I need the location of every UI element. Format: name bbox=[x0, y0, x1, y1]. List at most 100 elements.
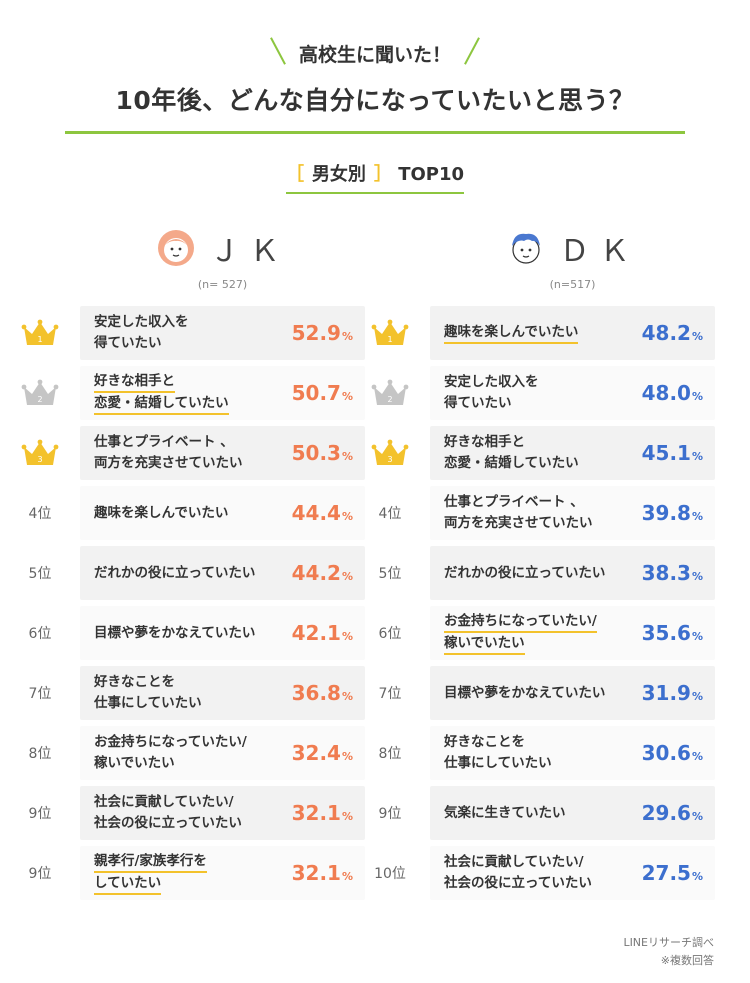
percentage-unit: % bbox=[341, 449, 353, 463]
percentage-unit: % bbox=[341, 629, 353, 643]
answer-text: 親孝行/家族孝行を していたい bbox=[94, 846, 284, 900]
answer-text: 目標や夢をかなえていたい bbox=[444, 666, 634, 720]
dk-sample-size: (n=517) bbox=[549, 278, 596, 291]
rank-label: 10位 bbox=[374, 866, 406, 882]
section-label: 男女別 bbox=[311, 164, 366, 185]
percentage-number: 32.4 bbox=[291, 741, 341, 765]
answer-line: 気楽に生きていたい bbox=[444, 804, 566, 821]
jk-sample-size: (n= 527) bbox=[197, 278, 248, 291]
source-text: LINEリサーチ調べ bbox=[623, 936, 714, 949]
jk-ranking-list: 1 安定した収入を 得ていたい 52.9% 2 好きな相手と 恋愛・結婚していたい 50.7%… bbox=[21, 306, 365, 906]
rank-label: 4位 bbox=[28, 506, 52, 522]
ranking-row: 6位 目標や夢をかなえていたい 42.1% bbox=[29, 606, 365, 660]
percentage-number: 36.8 bbox=[291, 681, 341, 705]
percentage-number: 32.1 bbox=[291, 801, 341, 825]
ranking-row: 5位 だれかの役に立っていたい 38.3% bbox=[379, 546, 715, 600]
percentage-number: 39.8 bbox=[641, 501, 691, 525]
percentage-unit: % bbox=[341, 749, 353, 763]
jk-label: ＪＫ bbox=[209, 234, 290, 269]
percentage-unit: % bbox=[341, 389, 353, 403]
answer-line: だれかの役に立っていたい bbox=[94, 564, 256, 581]
answer-line: お金持ちになっていたい/ bbox=[444, 611, 597, 633]
answer-text: だれかの役に立っていたい bbox=[444, 546, 634, 600]
crown-icon: 2 bbox=[21, 379, 59, 405]
rank-label: 1 bbox=[360, 306, 420, 360]
section-top: TOP10 bbox=[398, 164, 465, 185]
rank-label: 4位 bbox=[378, 506, 402, 522]
footer: LINEリサーチ調べ ※複数回答 bbox=[623, 934, 714, 970]
answer-text: だれかの役に立っていたい bbox=[94, 546, 284, 600]
percentage-value: 35.6% bbox=[642, 606, 703, 660]
rank-label: 8位 bbox=[378, 746, 402, 762]
ranking-row: 7位 目標や夢をかなえていたい 31.9% bbox=[379, 666, 715, 720]
answer-text: 仕事とプライベート 、両方を充実させていたい bbox=[94, 426, 284, 480]
answer-text: 好きなことを 仕事にしていたい bbox=[94, 666, 284, 720]
rank-label: 3 bbox=[360, 426, 420, 480]
answer-line: 趣味を楽しんでいたい bbox=[94, 504, 229, 521]
percentage-number: 44.4 bbox=[291, 501, 341, 525]
answer-text: お金持ちになっていたい/稼いでいたい bbox=[94, 726, 284, 780]
answer-line: お金持ちになっていたい/ bbox=[94, 734, 247, 750]
answer-line: していたい bbox=[94, 873, 162, 895]
ranking-row: 2 安定した収入を 得ていたい 48.0% bbox=[371, 366, 715, 420]
answer-text: 好きなことを 仕事にしていたい bbox=[444, 726, 634, 780]
answer-line: 社会の役に立っていたい bbox=[444, 875, 592, 891]
percentage-value: 29.6% bbox=[642, 786, 703, 840]
percentage-number: 29.6 bbox=[641, 801, 691, 825]
percentage-value: 45.1% bbox=[642, 426, 703, 480]
percentage-value: 36.8% bbox=[292, 666, 353, 720]
percentage-unit: % bbox=[341, 689, 353, 703]
answer-line: 社会に貢献していたい/ bbox=[444, 854, 584, 870]
percentage-number: 44.2 bbox=[291, 561, 341, 585]
rank-label: 7位 bbox=[378, 686, 402, 702]
rank-label: 3 bbox=[10, 426, 70, 480]
percentage-unit: % bbox=[691, 689, 703, 703]
rank-label: 7位 bbox=[28, 686, 52, 702]
ranking-row: 9位 気楽に生きていたい 29.6% bbox=[379, 786, 715, 840]
ranking-row: 4位 趣味を楽しんでいたい 44.4% bbox=[29, 486, 365, 540]
answer-line: 目標や夢をかなえていたい bbox=[94, 624, 256, 641]
heading-subtitle: 高校生に聞いた！ bbox=[298, 44, 451, 66]
ranking-row: 2 好きな相手と 恋愛・結婚していたい 50.7% bbox=[21, 366, 365, 420]
percentage-value: 50.7% bbox=[292, 366, 353, 420]
bracket-close: ］ bbox=[373, 164, 392, 185]
percentage-value: 44.4% bbox=[292, 486, 353, 540]
percentage-unit: % bbox=[691, 629, 703, 643]
percentage-value: 32.1% bbox=[292, 846, 353, 900]
dk-header: ＤＫ bbox=[430, 224, 715, 272]
title-rule bbox=[65, 131, 685, 134]
crown-rank-label: 1 bbox=[387, 335, 392, 344]
percentage-number: 35.6 bbox=[641, 621, 691, 645]
section-title: ［ 男女別 ］ TOP10 bbox=[0, 160, 750, 194]
percentage-number: 31.9 bbox=[641, 681, 691, 705]
answer-line: 好きな相手と bbox=[94, 371, 175, 393]
answer-line: 得ていたい bbox=[444, 395, 512, 411]
dk-ranking-list: 1 趣味を楽しんでいたい 48.2% 2 安定した収入を 得ていたい 48.0% 3 好きな相手… bbox=[371, 306, 715, 906]
crown-icon: 3 bbox=[371, 439, 409, 465]
rank-label: 8位 bbox=[28, 746, 52, 762]
percentage-unit: % bbox=[341, 329, 353, 343]
percentage-value: 38.3% bbox=[642, 546, 703, 600]
ranking-row: 5位 だれかの役に立っていたい 44.2% bbox=[29, 546, 365, 600]
crown-icon: 1 bbox=[371, 319, 409, 345]
answer-line: 仕事にしていたい bbox=[94, 695, 202, 711]
ranking-row: 8位 好きなことを 仕事にしていたい 30.6% bbox=[379, 726, 715, 780]
answer-line: 得ていたい bbox=[94, 335, 162, 351]
crown-icon: 1 bbox=[21, 319, 59, 345]
girl-avatar-icon bbox=[157, 230, 194, 266]
crown-rank-label: 1 bbox=[37, 335, 42, 344]
percentage-value: 42.1% bbox=[292, 606, 353, 660]
crown-rank-label: 3 bbox=[37, 455, 42, 464]
percentage-value: 52.9% bbox=[292, 306, 353, 360]
answer-line: だれかの役に立っていたい bbox=[444, 564, 606, 581]
ranking-row: 3 仕事とプライベート 、両方を充実させていたい 50.3% bbox=[21, 426, 365, 480]
answer-line: 稼いでいたい bbox=[444, 633, 525, 655]
ranking-row: 9位 社会に貢献していたい/社会の役に立っていたい 32.1% bbox=[29, 786, 365, 840]
answer-line: 趣味を楽しんでいたい bbox=[444, 322, 579, 344]
ranking-row: 9位 親孝行/家族孝行を していたい 32.1% bbox=[29, 846, 365, 900]
percentage-unit: % bbox=[691, 389, 703, 403]
ranking-row: 6位 お金持ちになっていたい/稼いでいたい 35.6% bbox=[379, 606, 715, 660]
percentage-value: 32.1% bbox=[292, 786, 353, 840]
rank-label: 2 bbox=[10, 366, 70, 420]
answer-line: 恋愛・結婚していたい bbox=[94, 393, 229, 415]
